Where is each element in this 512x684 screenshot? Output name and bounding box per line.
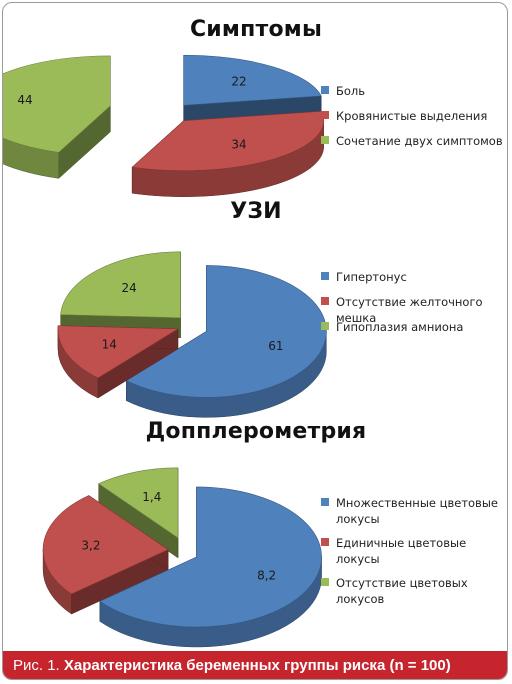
slice-value-label: 61 [268,339,283,353]
legend-label: Отсутствие желточного мешка [336,295,483,325]
slice-value-label: 34 [231,138,246,152]
pie-slice [3,55,111,179]
pie-chart-symptoms: 22 34 44 [3,54,324,197]
legend-swatch [321,111,329,119]
legend-swatch [321,322,329,330]
pie-slice [98,467,179,559]
pie-slice [57,325,179,399]
legend-item: Отсутствие цветовых локусов [321,575,506,607]
legend-item: Гипоплазия амниона [321,319,463,335]
legend-swatch [321,136,329,144]
pie-slice [125,265,327,418]
caption-text: Характеристика беременных группы риска (… [63,657,451,674]
pie-chart-ultrasound: 61 14 24 [57,251,327,418]
slice-value-label: 1,4 [142,490,161,504]
legend-item: Боль [321,83,365,99]
pie-slice [99,486,322,648]
legend-item: Кровянистые выделения [321,108,487,124]
chart-panel-ultrasound: УЗИ 61 14 24 Гипертонус Отсутствие желточн… [3,199,507,418]
slice-value-label: 3,2 [81,538,100,552]
slice-value-label: 24 [121,281,136,295]
chart-panel-symptoms: Симптомы 22 34 44 Боль Кровянистые выделен… [3,3,507,203]
slice-value-label: 44 [17,93,32,107]
chart-title: Допплерометрия [145,419,367,444]
legend-swatch [321,272,329,280]
legend-swatch [321,578,329,586]
slice-value-label: 14 [102,338,117,352]
figure-caption: Рис. 1. Характеристика беременных группы… [3,651,507,679]
legend-item: Отсутствие желточного мешка [321,294,506,326]
legend-swatch [321,538,329,546]
legend-label: Кровянистые выделения [336,109,488,123]
chart-title: Симптомы [189,17,323,42]
pie-slice [42,495,169,615]
legend-swatch [321,498,329,506]
figure-frame: Симптомы 22 34 44 Боль Кровянистые выделен… [2,2,508,680]
legend-item: Единичные цветовые локусы [321,535,506,567]
legend-swatch [321,86,329,94]
chart-title: УЗИ [230,199,282,224]
pie-slice [131,111,324,197]
legend-label: Отсутствие цветовых локусов [336,576,468,606]
legend-label: Сочетание двух симптомов [336,134,503,148]
legend-item: Множественные цветовые локусы [321,495,507,527]
caption-prefix: Рис. 1. [13,657,60,674]
legend-label: Множественные цветовые локусы [336,496,498,526]
legend-item: Сочетание двух симптомов [321,133,503,149]
legend-label: Гипертонус [336,270,407,284]
legend-label: Боль [336,84,366,98]
legend-swatch [321,297,329,305]
slice-value-label: 22 [231,74,246,88]
slice-value-label: 8,2 [257,569,276,583]
legend-label: Единичные цветовые локусы [336,536,467,566]
chart-panel-doppler: Допплерометрия 8,2 3,2 1,4 Множественные ц… [3,411,507,649]
legend-item: Гипертонус [321,269,407,285]
legend-label: Гипоплазия амниона [336,320,464,334]
pie-chart-doppler: 8,2 3,2 1,4 [42,467,322,648]
